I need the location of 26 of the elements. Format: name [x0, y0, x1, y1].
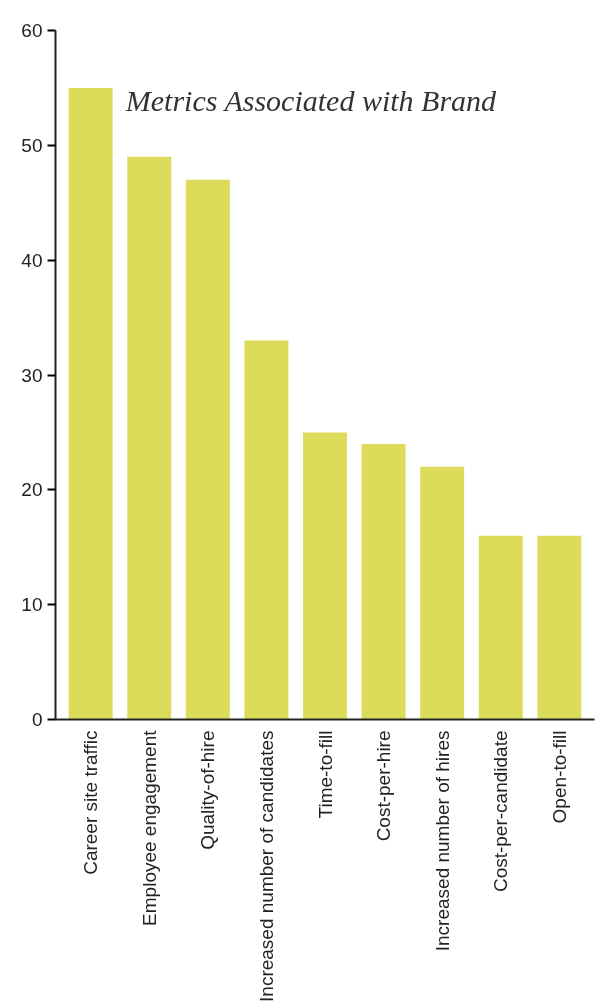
bar: [127, 156, 172, 720]
y-tick-label: 0: [31, 709, 43, 730]
bar: [185, 179, 230, 720]
y-tick-label: 20: [21, 479, 43, 501]
y-tick-label: 30: [21, 364, 43, 386]
bar: [303, 432, 347, 720]
bar: [244, 340, 289, 720]
bar: [68, 87, 113, 720]
y-tick-label: 50: [21, 134, 43, 156]
x-tick-label: Quality-of-hire: [197, 730, 219, 850]
bar: [478, 535, 523, 720]
bar: [537, 535, 582, 720]
x-tick-label: Career site traffic: [80, 730, 102, 875]
x-tick-label: Time-to-fill: [314, 730, 336, 819]
bar: [361, 443, 406, 720]
y-tick-label: 40: [21, 249, 43, 271]
x-tick-label: Cost-per-candidate: [490, 730, 512, 893]
text: Metrics Associated with Brand: [124, 83, 498, 117]
bar: [420, 466, 465, 720]
y-tick-label: 10: [21, 594, 43, 616]
x-tick-label: Employee engagement: [138, 729, 160, 926]
x-tick-label: Increased number of candidates: [255, 730, 277, 1002]
x-tick-label: Cost-per-hire: [373, 730, 395, 842]
x-tick-label: Increased number of hires: [431, 730, 453, 952]
y-tick-label: 60: [21, 20, 43, 41]
x-tick-label: Open-to-fill: [548, 730, 570, 824]
